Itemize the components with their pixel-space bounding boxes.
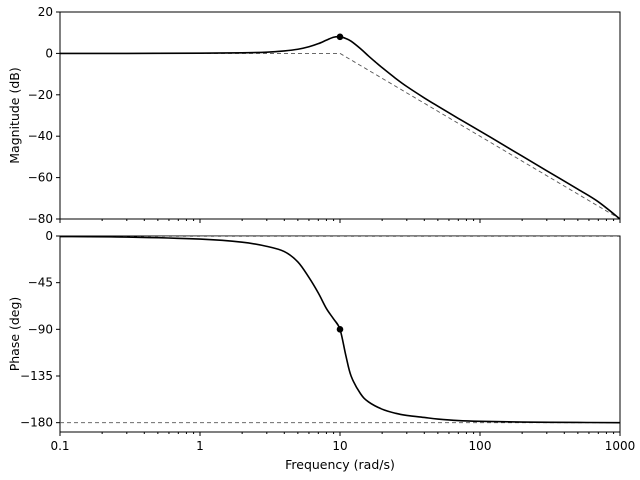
magnitude-marker-point — [336, 33, 344, 41]
phase-xtick-label: 0.1 — [50, 439, 69, 453]
magnitude-response-curve — [60, 35, 620, 219]
phase-xtick-label: 1 — [196, 439, 204, 453]
phase-y-axis-label: Phase (deg) — [7, 297, 22, 372]
phase-ytick-label: 0 — [45, 229, 53, 243]
phase-xtick-label: 1000 — [605, 439, 636, 453]
magnitude-asymptote-line — [60, 52, 620, 219]
magnitude-ytick-label: −20 — [28, 88, 53, 102]
phase-xtick-label: 10 — [332, 439, 347, 453]
phase-marker-point — [336, 326, 344, 333]
phase-ytick-label: −135 — [20, 369, 53, 383]
magnitude-axes-frame — [59, 11, 621, 220]
frequency-x-axis-label: Frequency (rad/s) — [285, 457, 395, 472]
phase-ytick-label: −90 — [28, 322, 53, 336]
magnitude-y-axis-label: Magnitude (dB) — [7, 67, 22, 163]
magnitude-ytick-label: −40 — [28, 129, 53, 143]
magnitude-ytick-label: 20 — [38, 5, 53, 19]
magnitude-ytick-label: −60 — [28, 171, 53, 185]
phase-response-curve — [60, 236, 620, 424]
magnitude-ytick-label: 0 — [45, 46, 53, 60]
phase-ytick-label: −45 — [28, 276, 53, 290]
magnitude-ytick-label: −80 — [28, 212, 53, 226]
phase-panel: 0 −45 −90 −135 −180 0.1 1 10 100 1000 — [20, 229, 635, 453]
magnitude-panel: 20 0 −20 −40 −60 −80 — [28, 5, 621, 226]
phase-xtick-label: 100 — [469, 439, 492, 453]
phase-ytick-label: −180 — [20, 416, 53, 430]
phase-axes-frame — [59, 235, 621, 433]
